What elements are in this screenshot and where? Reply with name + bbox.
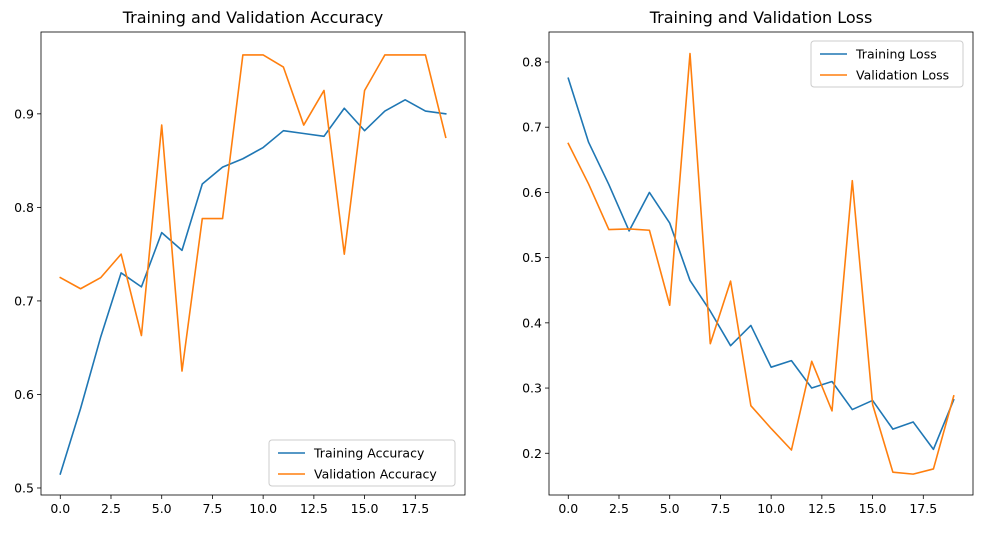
legend-box	[268, 439, 456, 487]
x-tick-label: 7.5	[202, 501, 222, 516]
x-tick-label: 10.0	[757, 501, 785, 516]
y-tick-label: 0.7	[14, 293, 34, 308]
series-line-0	[567, 77, 955, 451]
plot-frame	[40, 31, 466, 496]
x-tick-label: 7.5	[710, 501, 730, 516]
x-tick-label: 2.5	[101, 501, 121, 516]
legend-entry: Validation Accuracy	[314, 467, 437, 482]
y-tick-label: 0.8	[522, 54, 542, 69]
y-tick-label: 0.7	[522, 120, 542, 135]
series-line-0	[59, 99, 447, 475]
x-tick-label: 15.0	[859, 501, 887, 516]
y-tick-label: 0.2	[522, 446, 542, 461]
legend: Training Accuracy Validation Accuracy	[268, 439, 456, 487]
x-tick-label: 0.0	[558, 501, 578, 516]
x-tick-label: 15.0	[351, 501, 379, 516]
x-tick-label: 10.0	[249, 501, 277, 516]
x-tick-label: 5.0	[152, 501, 172, 516]
y-tick-label: 0.4	[522, 315, 542, 330]
loss-chart: Training and Validation Loss 0.0 2.5 5.0 7.5…	[522, 8, 974, 516]
x-tick-label: 0.0	[50, 501, 70, 516]
chart-title: Training and Validation Accuracy	[122, 8, 384, 27]
series-line-1	[59, 54, 447, 372]
legend: Training Loss Validation Loss	[810, 40, 964, 88]
y-tick-label: 0.9	[14, 106, 34, 121]
plot-frame	[548, 31, 974, 496]
legend-box	[810, 40, 964, 88]
x-tick-label: 17.5	[909, 501, 937, 516]
y-tick-label: 0.3	[522, 381, 542, 396]
x-tick-label: 17.5	[401, 501, 429, 516]
legend-entry: Training Accuracy	[313, 446, 425, 461]
x-tick-label: 12.5	[808, 501, 836, 516]
x-tick-label: 12.5	[300, 501, 328, 516]
y-tick-label: 0.6	[522, 185, 542, 200]
x-tick-label: 5.0	[660, 501, 680, 516]
series-line-1	[567, 52, 955, 475]
y-tick-label: 0.6	[14, 387, 34, 402]
legend-entry: Training Loss	[855, 47, 937, 62]
legend-entry: Validation Loss	[856, 68, 949, 83]
x-tick-label: 2.5	[609, 501, 629, 516]
y-tick-label: 0.8	[14, 200, 34, 215]
y-tick-label: 0.5	[14, 480, 34, 495]
accuracy-chart: Training and Validation Accuracy 0.0 2.5 5.…	[14, 8, 466, 516]
y-tick-label: 0.5	[522, 250, 542, 265]
chart-title: Training and Validation Loss	[649, 8, 873, 27]
